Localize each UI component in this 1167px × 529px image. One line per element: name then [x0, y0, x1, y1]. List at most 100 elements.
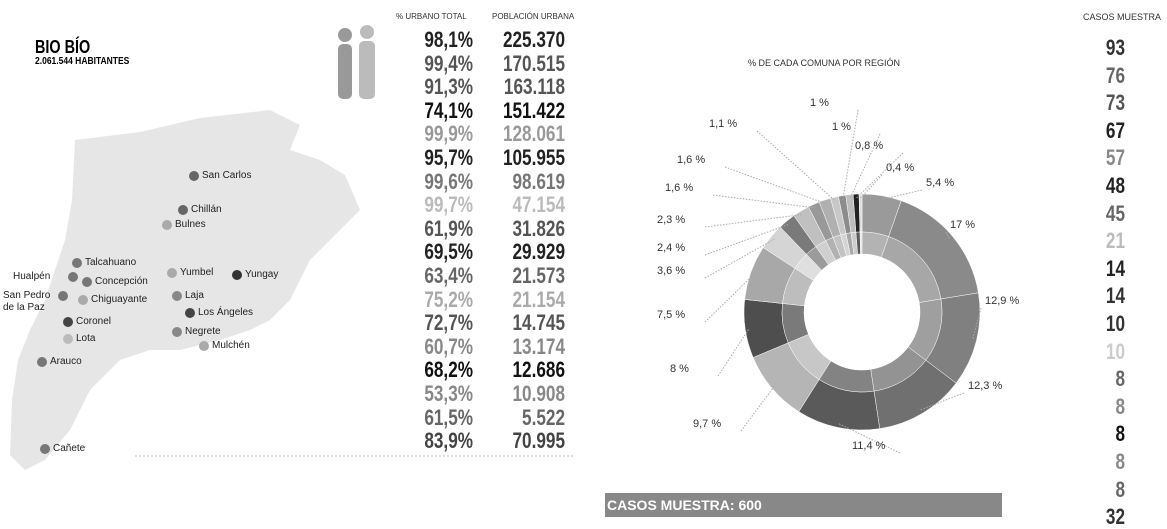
- slice-label: 3,6 %: [657, 265, 685, 277]
- sample-count: 8: [1115, 449, 1125, 474]
- leader-line: [860, 174, 883, 199]
- leader-line: [881, 189, 923, 201]
- slice-label: 12,9 %: [985, 295, 1019, 307]
- leader-line: [704, 238, 775, 279]
- sample-count: 21: [1105, 228, 1125, 254]
- commune-label: Negrete: [185, 326, 221, 337]
- commune-dot: [199, 341, 209, 351]
- commune-label: San Carlos: [202, 170, 252, 181]
- commune-label: Chillán: [191, 204, 222, 215]
- urban-pct: 61,9%: [424, 215, 473, 241]
- urban-population: 170.515: [502, 50, 565, 76]
- sample-count: 14: [1105, 255, 1125, 281]
- commune-dot: [58, 291, 68, 301]
- urban-pct: 61,5%: [424, 404, 473, 430]
- urban-population: 21.573: [512, 263, 565, 288]
- commune-dot: [72, 258, 82, 268]
- total-bar: [605, 493, 1002, 517]
- commune-label: Yumbel: [180, 267, 214, 278]
- commune-dot: [232, 270, 242, 280]
- sample-count: 73: [1105, 90, 1125, 116]
- column-header: POBLACIÓN URBANA: [492, 12, 575, 21]
- urban-population: 10.908: [512, 381, 565, 406]
- leader-line: [704, 213, 804, 228]
- urban-pct: 68,2%: [424, 357, 473, 383]
- sample-count: 8: [1115, 393, 1125, 419]
- urban-pct: 99,7%: [424, 192, 473, 218]
- leader-line: [704, 273, 755, 323]
- urban-population: 21.154: [512, 286, 565, 312]
- slice-label: 12,3 %: [968, 380, 1002, 392]
- urban-pct: 72,7%: [424, 310, 473, 336]
- urban-population: 47.154: [512, 192, 565, 218]
- urban-pct: 99,6%: [424, 168, 473, 194]
- urban-pct: 53,3%: [424, 381, 473, 406]
- slice-label: 8 %: [670, 363, 689, 375]
- commune-dot: [167, 268, 177, 278]
- sample-count: 14: [1105, 283, 1125, 309]
- sample-count: 8: [1115, 421, 1125, 447]
- urban-population: 128.061: [502, 121, 565, 147]
- urban-population: 14.745: [512, 310, 565, 336]
- slice-label: 5,4 %: [926, 177, 954, 189]
- sample-count: 76: [1105, 62, 1125, 88]
- commune-label: Hualpén: [13, 271, 51, 282]
- urban-pct: 99,4%: [424, 50, 473, 76]
- slice-label: 7,5 %: [657, 309, 685, 321]
- sample-count: 8: [1115, 476, 1125, 502]
- sample-count: 67: [1105, 117, 1125, 143]
- commune-label: San Pedro de la Paz: [3, 290, 51, 313]
- urban-population: 70.995: [512, 428, 565, 454]
- subtitle: 2.061.544 HABITANTES: [35, 56, 130, 67]
- sample-count: 57: [1105, 145, 1125, 171]
- urban-population: 31.826: [512, 215, 565, 241]
- commune-label: Concepción: [95, 276, 148, 287]
- slice-label: 1 %: [832, 121, 851, 133]
- commune-label: Coronel: [76, 316, 112, 327]
- leader-line: [712, 194, 816, 209]
- leader-line: [740, 385, 776, 432]
- leader-line: [972, 307, 982, 340]
- leader-line: [717, 328, 750, 377]
- donut-hole: [804, 254, 920, 370]
- leader-line: [945, 231, 950, 240]
- sample-count: 10: [1105, 311, 1125, 336]
- slice-label: 1,1 %: [709, 118, 737, 130]
- sample-count: 32: [1105, 504, 1125, 529]
- commune-dot: [172, 291, 182, 301]
- map-shape: [10, 110, 360, 470]
- sample-count: 10: [1105, 338, 1125, 364]
- commune-dot: [78, 295, 88, 305]
- commune-dot: [63, 334, 73, 344]
- urban-population: 163.118: [503, 74, 565, 100]
- leader-line: [838, 423, 901, 454]
- urban-pct: 99,9%: [424, 121, 473, 147]
- commune-label: Mulchén: [212, 340, 250, 351]
- commune-label: Cañete: [53, 443, 86, 454]
- commune-dot: [172, 327, 182, 337]
- slice-label: 9,7 %: [693, 418, 721, 430]
- urban-pct: 63,4%: [424, 263, 473, 288]
- leader-line: [842, 109, 859, 200]
- urban-pct: 75,2%: [424, 286, 473, 312]
- sample-count: 93: [1105, 35, 1125, 60]
- commune-dot: [189, 171, 199, 181]
- urban-pct: 83,9%: [424, 428, 473, 454]
- commune-label: Lota: [76, 333, 96, 344]
- column-header: % URBANO TOTAL: [396, 12, 467, 21]
- slice-label: 2,3 %: [657, 214, 685, 226]
- sample-count: 8: [1115, 366, 1125, 392]
- people-icon: [338, 25, 375, 99]
- title: BIO BÍO: [35, 37, 91, 57]
- urban-population: 13.174: [512, 333, 565, 359]
- commune-label: Laja: [185, 290, 204, 301]
- urban-pct: 69,5%: [424, 239, 473, 265]
- urban-population: 98.619: [512, 168, 565, 194]
- commune-label: Bulnes: [175, 219, 206, 230]
- urban-pct: 74,1%: [424, 97, 473, 123]
- commune-label: Talcahuano: [85, 257, 137, 268]
- urban-population: 151.422: [502, 97, 565, 123]
- urban-population: 105.955: [502, 145, 565, 170]
